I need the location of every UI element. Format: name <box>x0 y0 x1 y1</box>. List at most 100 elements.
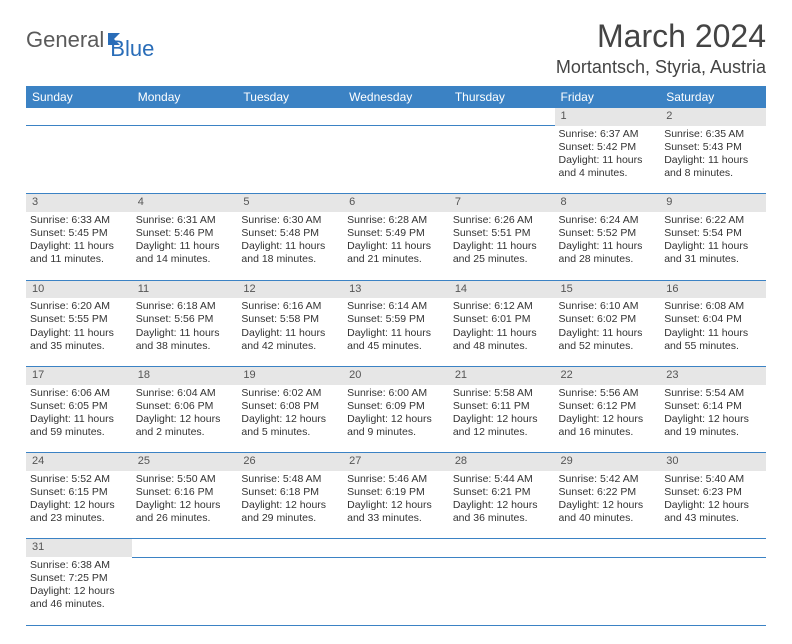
daylight-text: Daylight: 11 hours and 18 minutes. <box>241 240 339 266</box>
day-number-cell: 1 <box>555 108 661 126</box>
day-number-cell: 25 <box>132 453 238 471</box>
calendar-day-cell: Sunrise: 6:02 AMSunset: 6:08 PMDaylight:… <box>237 385 343 453</box>
calendar-day-cell: Sunrise: 6:00 AMSunset: 6:09 PMDaylight:… <box>343 385 449 453</box>
sunset-text: Sunset: 6:04 PM <box>664 313 762 326</box>
day-number-row: 3456789 <box>26 194 766 212</box>
day-number-cell: 17 <box>26 366 132 384</box>
day-number-cell: 15 <box>555 280 661 298</box>
calendar-day-cell: Sunrise: 6:06 AMSunset: 6:05 PMDaylight:… <box>26 385 132 453</box>
daylight-text: Daylight: 11 hours and 45 minutes. <box>347 327 445 353</box>
calendar-day-cell: Sunrise: 6:33 AMSunset: 5:45 PMDaylight:… <box>26 212 132 280</box>
sunrise-text: Sunrise: 6:31 AM <box>136 214 234 227</box>
sunset-text: Sunset: 6:09 PM <box>347 400 445 413</box>
sunrise-text: Sunrise: 6:04 AM <box>136 387 234 400</box>
calendar-week-row: Sunrise: 6:37 AMSunset: 5:42 PMDaylight:… <box>26 126 766 194</box>
sunrise-text: Sunrise: 6:38 AM <box>30 559 128 572</box>
calendar-week-row: Sunrise: 6:33 AMSunset: 5:45 PMDaylight:… <box>26 212 766 280</box>
day-number-cell: 23 <box>660 366 766 384</box>
day-number-cell: 13 <box>343 280 449 298</box>
sunrise-text: Sunrise: 5:40 AM <box>664 473 762 486</box>
calendar-day-cell: Sunrise: 6:08 AMSunset: 6:04 PMDaylight:… <box>660 298 766 366</box>
day-number-cell: 21 <box>449 366 555 384</box>
calendar-day-cell: Sunrise: 6:26 AMSunset: 5:51 PMDaylight:… <box>449 212 555 280</box>
daylight-text: Daylight: 12 hours and 16 minutes. <box>559 413 657 439</box>
calendar-day-cell: Sunrise: 5:52 AMSunset: 6:15 PMDaylight:… <box>26 471 132 539</box>
day-number-cell: 12 <box>237 280 343 298</box>
day-number-cell: 28 <box>449 453 555 471</box>
sunset-text: Sunset: 7:25 PM <box>30 572 128 585</box>
sunset-text: Sunset: 6:19 PM <box>347 486 445 499</box>
sunrise-text: Sunrise: 6:02 AM <box>241 387 339 400</box>
day-number-cell: 9 <box>660 194 766 212</box>
day-number-cell: 26 <box>237 453 343 471</box>
day-number-cell <box>132 108 238 126</box>
calendar-day-cell: Sunrise: 6:37 AMSunset: 5:42 PMDaylight:… <box>555 126 661 194</box>
calendar-week-row: Sunrise: 6:38 AMSunset: 7:25 PMDaylight:… <box>26 557 766 625</box>
sunrise-text: Sunrise: 5:50 AM <box>136 473 234 486</box>
sunset-text: Sunset: 6:06 PM <box>136 400 234 413</box>
calendar-day-cell: Sunrise: 5:44 AMSunset: 6:21 PMDaylight:… <box>449 471 555 539</box>
calendar-day-cell <box>343 557 449 625</box>
calendar-day-cell: Sunrise: 6:14 AMSunset: 5:59 PMDaylight:… <box>343 298 449 366</box>
sunrise-text: Sunrise: 6:14 AM <box>347 300 445 313</box>
sunset-text: Sunset: 5:49 PM <box>347 227 445 240</box>
sunset-text: Sunset: 5:52 PM <box>559 227 657 240</box>
day-number-cell: 5 <box>237 194 343 212</box>
calendar-day-cell: Sunrise: 6:04 AMSunset: 6:06 PMDaylight:… <box>132 385 238 453</box>
daylight-text: Daylight: 12 hours and 33 minutes. <box>347 499 445 525</box>
sunset-text: Sunset: 5:48 PM <box>241 227 339 240</box>
sunset-text: Sunset: 6:16 PM <box>136 486 234 499</box>
daylight-text: Daylight: 11 hours and 21 minutes. <box>347 240 445 266</box>
sunrise-text: Sunrise: 5:54 AM <box>664 387 762 400</box>
sunset-text: Sunset: 6:08 PM <box>241 400 339 413</box>
day-number-cell: 29 <box>555 453 661 471</box>
day-number-cell <box>555 539 661 557</box>
day-number-cell <box>237 108 343 126</box>
sunrise-text: Sunrise: 6:12 AM <box>453 300 551 313</box>
calendar-day-cell: Sunrise: 6:20 AMSunset: 5:55 PMDaylight:… <box>26 298 132 366</box>
day-number-cell <box>343 108 449 126</box>
day-number-cell: 4 <box>132 194 238 212</box>
daylight-text: Daylight: 11 hours and 25 minutes. <box>453 240 551 266</box>
sunset-text: Sunset: 5:55 PM <box>30 313 128 326</box>
sunrise-text: Sunrise: 6:37 AM <box>559 128 657 141</box>
sunset-text: Sunset: 6:22 PM <box>559 486 657 499</box>
sunset-text: Sunset: 6:23 PM <box>664 486 762 499</box>
sunrise-text: Sunrise: 5:48 AM <box>241 473 339 486</box>
daylight-text: Daylight: 11 hours and 59 minutes. <box>30 413 128 439</box>
day-number-cell: 6 <box>343 194 449 212</box>
daylight-text: Daylight: 11 hours and 42 minutes. <box>241 327 339 353</box>
calendar-day-cell: Sunrise: 6:28 AMSunset: 5:49 PMDaylight:… <box>343 212 449 280</box>
day-number-cell <box>343 539 449 557</box>
daylight-text: Daylight: 11 hours and 52 minutes. <box>559 327 657 353</box>
day-number-cell <box>449 539 555 557</box>
sunset-text: Sunset: 5:59 PM <box>347 313 445 326</box>
sunrise-text: Sunrise: 6:30 AM <box>241 214 339 227</box>
sunrise-text: Sunrise: 6:24 AM <box>559 214 657 227</box>
day-number-cell: 18 <box>132 366 238 384</box>
sunset-text: Sunset: 5:42 PM <box>559 141 657 154</box>
day-number-cell: 20 <box>343 366 449 384</box>
day-number-cell: 14 <box>449 280 555 298</box>
day-number-cell: 22 <box>555 366 661 384</box>
daylight-text: Daylight: 12 hours and 23 minutes. <box>30 499 128 525</box>
day-number-cell: 11 <box>132 280 238 298</box>
calendar-day-cell <box>132 126 238 194</box>
sunrise-text: Sunrise: 6:16 AM <box>241 300 339 313</box>
calendar-week-row: Sunrise: 6:20 AMSunset: 5:55 PMDaylight:… <box>26 298 766 366</box>
sunset-text: Sunset: 6:12 PM <box>559 400 657 413</box>
sunset-text: Sunset: 6:15 PM <box>30 486 128 499</box>
weekday-header: Monday <box>132 86 238 108</box>
daylight-text: Daylight: 11 hours and 11 minutes. <box>30 240 128 266</box>
calendar-day-cell <box>343 126 449 194</box>
calendar-day-cell: Sunrise: 5:46 AMSunset: 6:19 PMDaylight:… <box>343 471 449 539</box>
day-number-cell: 8 <box>555 194 661 212</box>
sunset-text: Sunset: 6:02 PM <box>559 313 657 326</box>
daylight-text: Daylight: 12 hours and 19 minutes. <box>664 413 762 439</box>
calendar-day-cell: Sunrise: 6:31 AMSunset: 5:46 PMDaylight:… <box>132 212 238 280</box>
sunset-text: Sunset: 5:54 PM <box>664 227 762 240</box>
day-number-row: 17181920212223 <box>26 366 766 384</box>
calendar-day-cell: Sunrise: 5:40 AMSunset: 6:23 PMDaylight:… <box>660 471 766 539</box>
calendar-day-cell: Sunrise: 5:58 AMSunset: 6:11 PMDaylight:… <box>449 385 555 453</box>
calendar-day-cell: Sunrise: 6:22 AMSunset: 5:54 PMDaylight:… <box>660 212 766 280</box>
